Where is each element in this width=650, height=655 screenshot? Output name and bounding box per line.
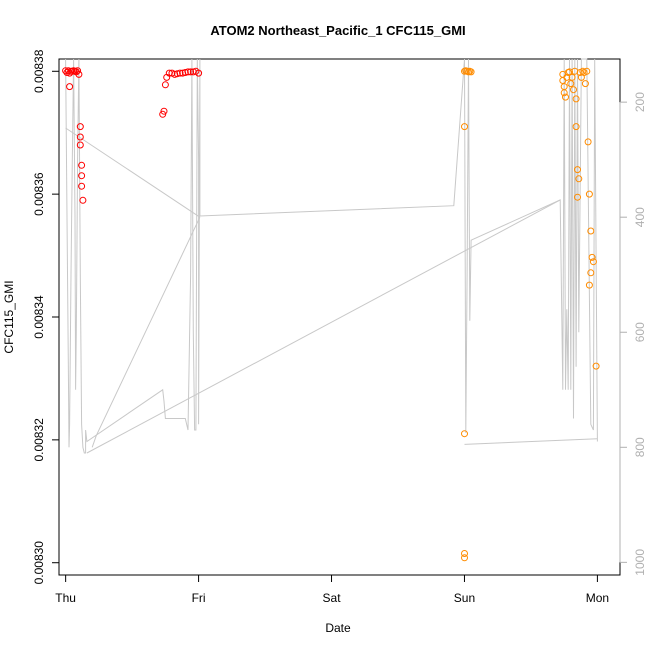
data-point-orange-31 xyxy=(581,80,589,88)
data-point-red-32 xyxy=(189,68,197,76)
data-point-orange-11 xyxy=(559,77,567,84)
data-point-red-15 xyxy=(78,161,86,169)
data-point-orange-33 xyxy=(584,138,592,146)
data-point-orange-24 xyxy=(574,166,581,174)
y-tick-label-1: 0.00832 xyxy=(32,418,46,462)
data-point-orange-21 xyxy=(571,67,579,75)
data-point-orange-37 xyxy=(589,258,597,266)
data-point-red-34 xyxy=(195,69,203,77)
pressure-connector-2 xyxy=(86,199,561,454)
points-layer xyxy=(62,67,600,562)
data-point-orange-35 xyxy=(587,227,595,235)
plot-frame xyxy=(58,58,621,576)
y-axis: 0.00830 0.00832 0.00834 0.00836 0.00838 xyxy=(32,49,60,585)
right-tick-label-3: 800 xyxy=(633,437,647,457)
data-point-orange-20 xyxy=(570,86,577,94)
pressure-line-layer xyxy=(65,58,598,454)
data-point-orange-23 xyxy=(572,123,580,131)
data-point-red-10 xyxy=(74,67,82,75)
data-point-red-26 xyxy=(173,70,181,78)
data-point-red-13 xyxy=(76,133,84,141)
data-point-red-16 xyxy=(78,172,86,180)
data-point-orange-25 xyxy=(574,193,581,201)
x-tick-label-3: Sun xyxy=(454,591,475,605)
right-tick-label-0: 200 xyxy=(633,92,647,112)
y-tick-label-4: 0.00838 xyxy=(32,49,46,93)
data-point-orange-8 xyxy=(461,550,468,557)
data-point-red-1 xyxy=(63,69,71,76)
data-point-red-11 xyxy=(75,70,83,78)
data-point-red-27 xyxy=(176,69,184,77)
data-point-red-31 xyxy=(187,68,195,76)
data-point-red-14 xyxy=(76,141,84,149)
pressure-line xyxy=(65,58,598,454)
data-point-red-19 xyxy=(159,110,167,118)
x-tick-label-4: Mon xyxy=(586,591,609,605)
y-tick-label-2: 0.00834 xyxy=(32,295,46,339)
right-axis: 200 400 600 800 1000 xyxy=(619,92,647,576)
data-point-red-21 xyxy=(161,81,169,89)
y-axis-label: CFC115_GMI xyxy=(2,280,16,353)
right-tick-label-2: 600 xyxy=(633,322,647,342)
x-tick-label-0: Thu xyxy=(55,591,76,605)
pressure-connector-1 xyxy=(65,127,201,218)
pressure-connector-0 xyxy=(91,216,201,448)
data-point-orange-36 xyxy=(588,253,596,261)
data-point-orange-38 xyxy=(587,269,595,277)
data-point-orange-17 xyxy=(566,68,573,76)
data-point-orange-5 xyxy=(467,68,475,76)
x-axis-label: Date xyxy=(325,621,351,635)
data-point-orange-7 xyxy=(461,430,468,438)
right-tick-label-1: 400 xyxy=(633,207,647,227)
data-point-red-29 xyxy=(181,69,189,76)
data-point-red-17 xyxy=(78,182,86,190)
data-point-orange-39 xyxy=(585,281,593,289)
data-point-orange-22 xyxy=(572,95,580,103)
data-point-red-20 xyxy=(160,107,168,115)
pressure-connector-3 xyxy=(464,438,598,445)
data-point-orange-15 xyxy=(563,73,571,81)
data-point-orange-19 xyxy=(568,73,576,81)
data-point-orange-32 xyxy=(583,67,591,75)
x-axis: Thu Fri Sat Sun Mon xyxy=(55,574,609,605)
data-point-red-12 xyxy=(76,123,84,131)
data-point-orange-6 xyxy=(461,123,468,131)
chart-title: ATOM2 Northeast_Pacific_1 CFC115_GMI xyxy=(210,23,465,38)
data-point-orange-14 xyxy=(562,93,569,101)
x-tick-label-2: Sat xyxy=(323,591,342,605)
y-tick-label-0: 0.00830 xyxy=(32,541,46,585)
x-tick-label-1: Fri xyxy=(192,591,206,605)
right-tick-label-4: 1000 xyxy=(633,549,647,576)
data-point-orange-40 xyxy=(592,362,600,370)
y-tick-label-3: 0.00836 xyxy=(32,172,46,216)
data-point-red-4 xyxy=(66,83,74,91)
data-point-red-18 xyxy=(79,196,87,204)
data-point-orange-29 xyxy=(579,67,587,75)
data-point-red-30 xyxy=(184,68,192,76)
data-point-orange-34 xyxy=(585,190,593,198)
data-point-orange-9 xyxy=(461,554,468,562)
data-point-orange-26 xyxy=(575,175,583,183)
data-point-orange-13 xyxy=(560,89,568,97)
data-point-orange-18 xyxy=(567,80,575,88)
